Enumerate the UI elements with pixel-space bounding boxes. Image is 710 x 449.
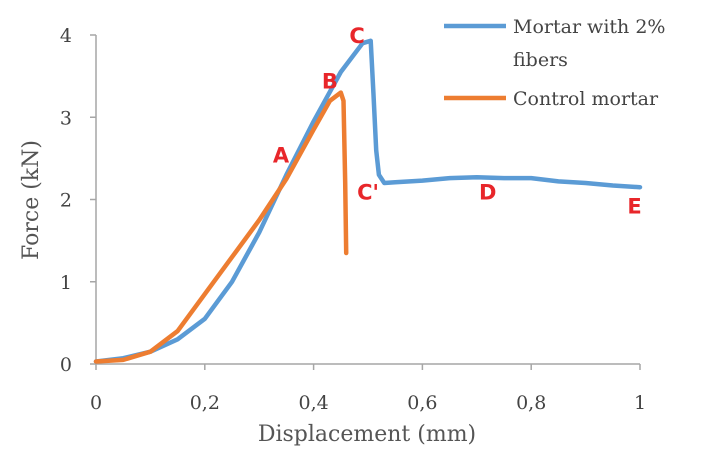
y-tick-label: 1 [60, 272, 72, 294]
point-label: B [322, 69, 338, 93]
y-axis-title: Force (kN) [19, 140, 44, 260]
legend: Mortar with 2% fibers Control mortar [444, 16, 665, 110]
point-annotations: A BC C' D E [273, 24, 642, 218]
y-tick-label: 0 [60, 354, 72, 376]
axes: 0 1 2 3 4 0 0,2 0,4 0,6 0,8 1 [60, 25, 646, 414]
x-tick-label: 0,4 [298, 392, 328, 414]
legend-label: fibers [513, 49, 568, 71]
x-tick-label: 0,8 [516, 392, 546, 414]
point-label: A [273, 143, 290, 167]
x-axis-title: Displacement (mm) [258, 422, 476, 447]
point-label: D [479, 181, 496, 205]
x-tick-label: 0,6 [407, 392, 437, 414]
legend-label: Mortar with 2% [513, 16, 665, 38]
x-tick-label: 0,2 [190, 392, 220, 414]
series-lines [93, 38, 643, 364]
point-label: C [349, 24, 364, 48]
point-label: E [627, 194, 641, 218]
y-tick-label: 4 [60, 25, 72, 47]
x-tick-label: 1 [634, 392, 646, 414]
y-tick-label: 2 [60, 190, 72, 212]
y-tick-label: 3 [60, 107, 72, 129]
series-line-control [93, 90, 349, 364]
legend-label: Control mortar [513, 88, 659, 110]
point-label: C' [357, 181, 379, 205]
series-line-fibers [93, 38, 643, 364]
x-tick-label: 0 [90, 392, 102, 414]
